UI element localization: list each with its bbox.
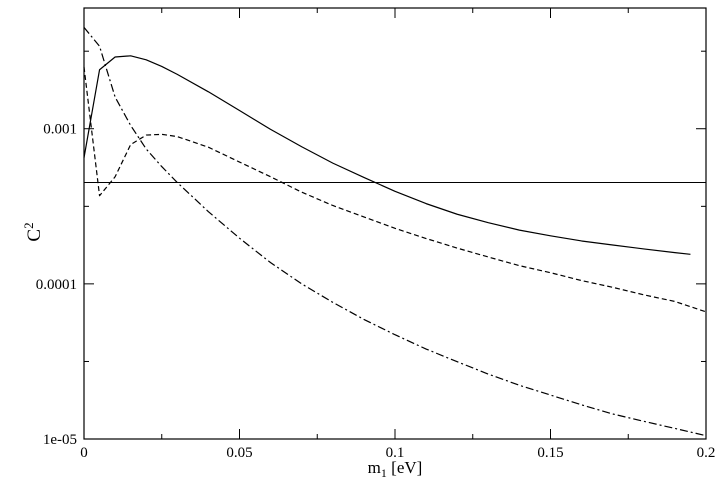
series-line-2-dashed xyxy=(83,66,707,313)
ticks xyxy=(83,8,707,440)
series-line-1-solid xyxy=(83,55,691,255)
plot-lines xyxy=(83,26,707,437)
x-tick-label: 0.2 xyxy=(697,445,716,461)
x-axis-title: m1 [eV] xyxy=(368,458,423,480)
y-tick-label: 0.0001 xyxy=(36,277,77,293)
x-tick-label: 0.15 xyxy=(537,445,563,461)
x-tick-label: 0.1 xyxy=(386,445,405,461)
series-line-3-dashdot xyxy=(83,26,707,437)
tick-labels: 0 0.05 0.1 0.15 0.2 1e-05 0.0001 0.001 xyxy=(36,122,716,461)
y-tick-label: 1e-05 xyxy=(43,432,77,448)
y-axis-title: C2 xyxy=(21,222,45,241)
x-tick-label: 0.05 xyxy=(226,445,252,461)
y-tick-label: 0.001 xyxy=(43,122,77,138)
x-tick-label: 0 xyxy=(80,445,88,461)
